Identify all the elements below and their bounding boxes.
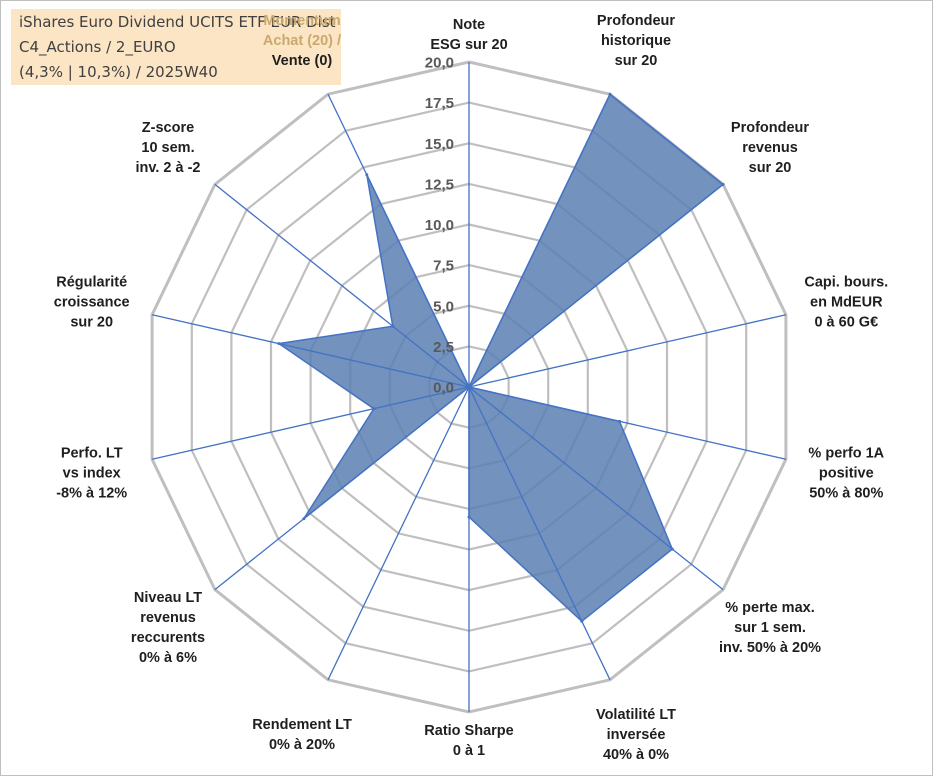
axis-spoke	[468, 183, 724, 388]
axis-label: Momentum Achat (20) / Vente (0)	[263, 13, 341, 69]
axis-label-line: Niveau LT	[134, 590, 202, 606]
axis-label-line: Ratio Sharpe	[424, 723, 513, 739]
axis-spoke	[327, 93, 470, 388]
axis-label-line: Volatilité LT	[596, 707, 676, 723]
axis-label-line: 50% à 80%	[809, 486, 883, 502]
data-point	[721, 182, 725, 186]
data-point	[365, 173, 369, 177]
data-point	[618, 419, 621, 423]
axis-label-line: reccurents	[131, 630, 205, 646]
axis-label: % perte max. sur 1 sem. inv. 50% à 20%	[719, 600, 821, 656]
axis-label-line: 0 à 60 G€	[814, 314, 878, 330]
axis-label-line: Rendement LT	[252, 717, 352, 733]
axis-label-line: inv. 2 à -2	[135, 160, 200, 176]
axis-label-line: revenus	[140, 610, 196, 626]
data-point	[302, 517, 306, 521]
axis-label-line: Profondeur	[597, 13, 675, 29]
axis-label: Profondeur revenus sur 20	[731, 120, 809, 176]
axis-label-line: Z-score	[142, 120, 194, 136]
data-point	[608, 92, 612, 96]
axis-label-line: en MdEUR	[810, 294, 883, 310]
tick-label: 10,0	[425, 217, 454, 234]
fund-stats: (4,3% | 10,3%) / 2025W40	[19, 63, 218, 81]
data-point	[670, 547, 674, 551]
axis-spoke	[468, 93, 611, 388]
axis-label: Volatilité LT inversée 40% à 0%	[596, 707, 676, 763]
tick-label: 0,0	[433, 380, 454, 397]
radar-spokes	[151, 62, 787, 712]
fund-name: iShares Euro Dividend UCITS ETF EUR Dist	[19, 13, 336, 31]
axis-label-line: % perfo 1A	[808, 446, 884, 462]
axis-label-line: revenus	[742, 140, 798, 156]
axis-label-line: vs index	[63, 466, 121, 482]
axis-label-line: sur 20	[615, 53, 658, 69]
axis-label-line: 0% à 6%	[139, 650, 197, 666]
axis-label: Z-score 10 sem. inv. 2 à -2	[135, 120, 200, 176]
axis-label-line: Vente (0)	[272, 53, 333, 69]
axis-label-line: inversée	[607, 727, 666, 743]
axis-label: Ratio Sharpe 0 à 1	[424, 723, 513, 759]
axis-spoke	[151, 386, 470, 460]
tick-label: 15,0	[425, 136, 454, 153]
axis-label-line: 10 sem.	[141, 140, 194, 156]
axis-label-line: Achat (20) /	[263, 33, 341, 49]
fund-category: C4_Actions / 2_EURO	[19, 38, 176, 56]
tick-label: 20,0	[425, 55, 454, 72]
axis-spoke	[214, 183, 470, 388]
axis-label-line: Perfo. LT	[61, 446, 123, 462]
axis-label: % perfo 1A positive 50% à 80%	[808, 446, 884, 502]
axis-label: Capi. bours. en MdEUR 0 à 60 G€	[804, 274, 888, 330]
axis-spoke	[468, 386, 787, 460]
axis-spoke	[151, 314, 470, 388]
axis-label-line: Régularité	[56, 274, 127, 290]
axis-label-line: 0 à 1	[453, 743, 485, 759]
data-point	[580, 619, 584, 623]
axis-label-line: ESG sur 20	[430, 37, 507, 53]
data-point	[277, 342, 281, 346]
data-point	[391, 324, 395, 328]
axis-label: Note ESG sur 20	[430, 17, 507, 53]
tick-labels: 0,0 2,5 5,0 7,5 10,0 12,5 15,0 17,5 20,0	[425, 55, 454, 397]
tick-label: 2,5	[433, 339, 454, 356]
axis-label-line: croissance	[54, 294, 130, 310]
fund-info-box: iShares Euro Dividend UCITS ETF EUR Dist…	[11, 9, 341, 85]
tick-label: 17,5	[425, 95, 454, 112]
axis-label-line: % perte max.	[725, 600, 814, 616]
axis-label: Niveau LT revenus reccurents 0% à 6%	[131, 590, 205, 666]
axis-label-line: historique	[601, 33, 671, 49]
axis-label-line: -8% à 12%	[56, 486, 127, 502]
axis-label-line: Momentum	[263, 13, 340, 29]
axis-label-line: Profondeur	[731, 120, 809, 136]
axis-spoke	[327, 386, 470, 681]
data-point	[372, 407, 376, 411]
tick-label: 7,5	[433, 258, 454, 275]
data-points	[277, 92, 725, 623]
axis-spoke	[468, 386, 611, 681]
tick-label: 12,5	[425, 176, 454, 193]
axis-label: Profondeur historique sur 20	[597, 13, 675, 69]
axis-label-line: Capi. bours.	[804, 274, 888, 290]
axis-label-line: sur 20	[749, 160, 792, 176]
axis-spoke	[214, 386, 470, 591]
axis-label-line: sur 20	[70, 314, 113, 330]
axis-label: Régularité croissance sur 20	[54, 274, 130, 330]
axis-label: Perfo. LT vs index -8% à 12%	[56, 446, 127, 502]
axis-label-line: positive	[819, 466, 874, 482]
axis-label-line: 0% à 20%	[269, 737, 335, 753]
axis-spoke	[468, 386, 724, 591]
axis-label-line: sur 1 sem.	[734, 620, 806, 636]
data-point	[467, 515, 471, 519]
axis-spoke	[468, 314, 787, 388]
axis-label-line: Note	[453, 17, 485, 33]
axis-labels: Note ESG sur 20 Profondeur historique sur 20…	[54, 13, 888, 763]
axis-label-line: inv. 50% à 20%	[719, 640, 821, 656]
axis-label: Rendement LT 0% à 20%	[252, 717, 352, 753]
axis-label-line: 40% à 0%	[603, 747, 669, 763]
tick-label: 5,0	[433, 298, 454, 315]
data-point	[467, 385, 471, 389]
